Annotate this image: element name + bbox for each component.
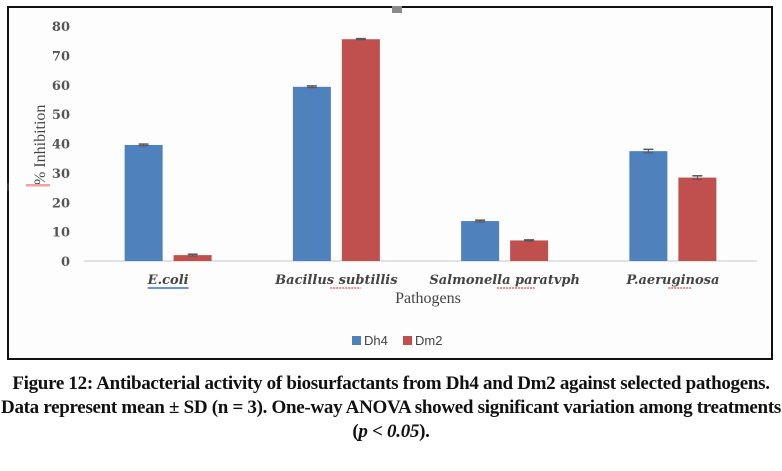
bars (124, 37, 717, 262)
y-tick-label: 30 (52, 167, 70, 182)
figure-caption: Figure 12: Antibacterial activity of bio… (0, 372, 782, 444)
bar-dh4 (461, 221, 500, 261)
legend-label-dh4: Dh4 (364, 333, 388, 348)
bar-dm2 (341, 39, 380, 261)
y-tick-label: 10 (52, 226, 70, 241)
legend-swatch-dh4 (352, 336, 361, 345)
x-axis-title: Pathogens (395, 290, 461, 307)
y-axis-title: % Inhibition (32, 105, 49, 185)
left-edge-mark (7, 183, 9, 191)
y-tick-label: 70 (52, 49, 70, 64)
resize-handle-marker (392, 6, 402, 13)
bar-dh4 (292, 86, 331, 262)
y-tick-label: 80 (52, 20, 70, 35)
x-tick-label: E.coli (147, 273, 189, 288)
caption-p-value: p < 0.05 (358, 421, 420, 442)
bar-dm2 (510, 240, 549, 261)
y-tick-label: 20 (52, 196, 70, 211)
caption-suffix: ). (419, 421, 430, 442)
bar-dm2 (678, 177, 717, 261)
bar-chart: 0 10 20 30 40 50 60 70 80 E.coli Bacillus subtill… (7, 20, 757, 348)
legend-swatch-dm2 (403, 336, 412, 345)
y-tick-label: 60 (52, 79, 70, 94)
caption-text: Figure 12: Antibacterial activity of bio… (1, 373, 781, 442)
y-tick-label: 0 (61, 255, 70, 270)
y-tick-label: 50 (52, 108, 70, 123)
bar-dh4 (629, 151, 668, 261)
y-tick-label: 40 (52, 138, 70, 153)
bar-dh4 (124, 144, 163, 261)
bar-dm2 (173, 255, 212, 261)
y-axis-ticks: 0 10 20 30 40 50 60 70 80 (52, 20, 70, 270)
x-tick-label: Bacillus subtillis (274, 273, 398, 288)
x-tick-label: Salmonella paratvph (429, 273, 580, 288)
x-tick-label: P.aeruginosa (625, 273, 719, 288)
category-labels: E.coli Bacillus subtillis Salmonella parat… (147, 273, 719, 289)
legend: Dh4 Dm2 (352, 333, 442, 348)
y-axis-title-underline (26, 184, 50, 187)
legend-label-dm2: Dm2 (415, 333, 442, 348)
